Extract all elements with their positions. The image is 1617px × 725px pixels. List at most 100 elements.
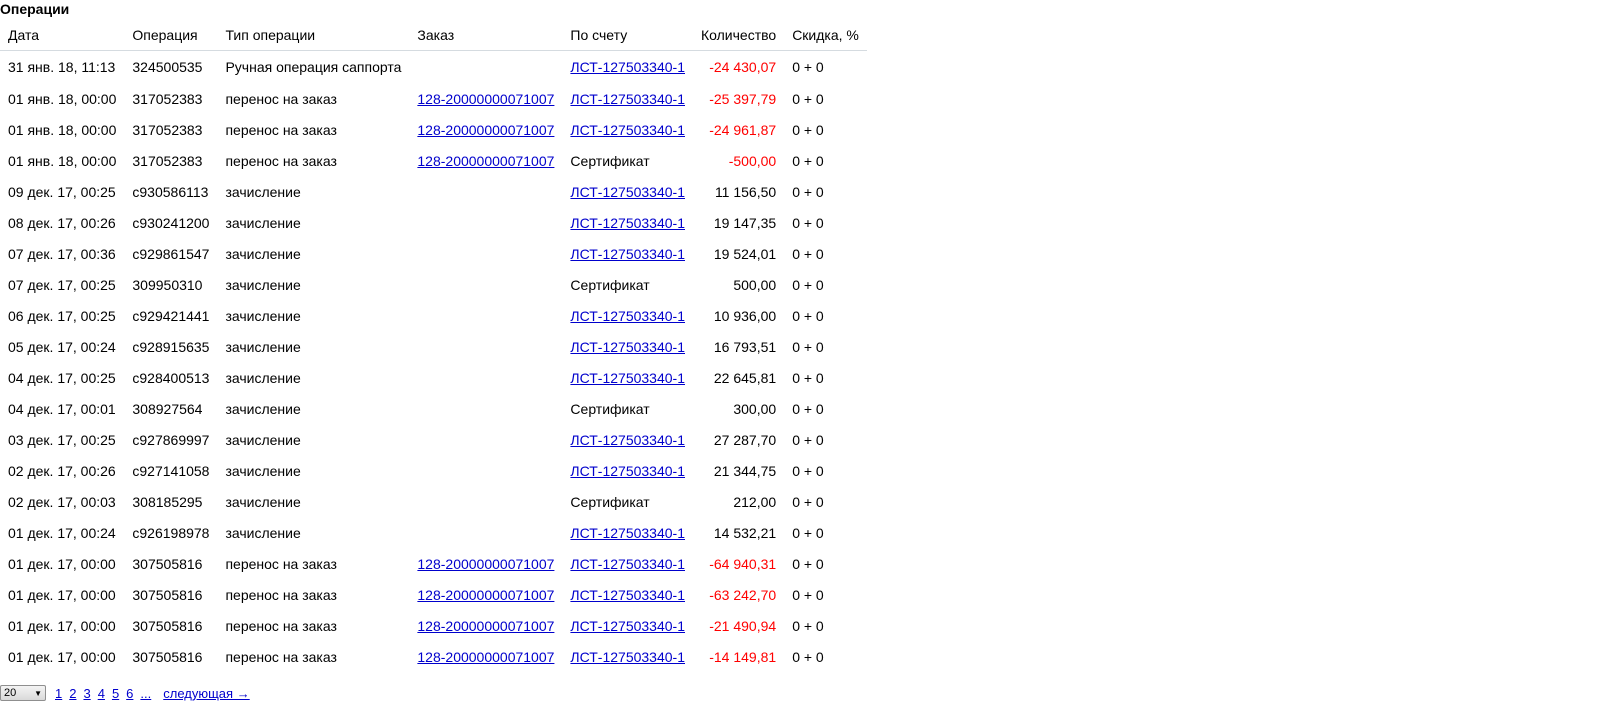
cell-operation: 309950310: [132, 276, 203, 293]
page-link[interactable]: 2: [69, 685, 77, 701]
cell-operation: 308185295: [132, 493, 203, 510]
cell-discount: 0 + 0: [792, 555, 824, 572]
account-link[interactable]: ЛСТ-127503340-1: [570, 90, 685, 107]
cell-type: зачисление: [225, 183, 301, 200]
cell-account: ЛСТ-127503340-1: [562, 517, 693, 548]
account-link[interactable]: ЛСТ-127503340-1: [570, 338, 685, 355]
page-link[interactable]: 1: [55, 685, 63, 701]
column-header-discount: Скидка, %: [784, 20, 867, 51]
cell-discount: 0 + 0: [792, 524, 824, 541]
order-link[interactable]: 128-20000000071007: [417, 648, 555, 665]
cell-discount: 0 + 0: [792, 59, 824, 75]
column-header-account: По счету: [562, 20, 693, 51]
cell-type: зачисление: [225, 524, 301, 541]
cell-discount: 0 + 0: [792, 276, 824, 293]
page-link[interactable]: 4: [97, 685, 105, 701]
cell-quantity: 22 645,81: [713, 369, 777, 386]
account-link[interactable]: ЛСТ-127503340-1: [570, 586, 685, 603]
cell-quantity: -24 961,87: [709, 121, 777, 138]
page-link[interactable]: 6: [126, 685, 134, 701]
cell-date: 02 дек. 17, 00:26: [8, 462, 116, 479]
order-link[interactable]: 128-20000000071007: [417, 586, 555, 603]
account-link[interactable]: ЛСТ-127503340-1: [570, 183, 685, 200]
order-link[interactable]: 128-20000000071007: [417, 555, 555, 572]
account-link[interactable]: ЛСТ-127503340-1: [570, 617, 685, 634]
cell-account: ЛСТ-127503340-1: [562, 641, 693, 672]
operations-table: Дата Операция Тип операции Заказ По счет…: [0, 20, 867, 672]
page-link[interactable]: ...: [140, 685, 152, 701]
account-link[interactable]: ЛСТ-127503340-1: [570, 59, 685, 75]
cell-discount: 0 + 0: [792, 431, 824, 448]
cell-order: [409, 51, 562, 84]
cell-discount: 0 + 0: [792, 648, 824, 665]
cell-quantity: 14 532,21: [713, 524, 777, 541]
pagination: 20 ▼ 1 2 3 4 5 6... следующая →: [0, 684, 254, 702]
account-link[interactable]: ЛСТ-127503340-1: [570, 431, 685, 448]
cell-quantity: 21 344,75: [713, 462, 777, 479]
cell-operation: 317052383: [132, 90, 203, 107]
cell-date: 31 янв. 18, 11:13: [8, 59, 116, 75]
page-link[interactable]: 3: [83, 685, 91, 701]
cell-account: ЛСТ-127503340-1: [562, 424, 693, 455]
cell-operation: c927869997: [132, 431, 210, 448]
order-link[interactable]: 128-20000000071007: [417, 90, 555, 107]
cell-date: 03 дек. 17, 00:25: [8, 431, 116, 448]
account-link[interactable]: ЛСТ-127503340-1: [570, 214, 685, 231]
cell-quantity: 212,00: [733, 493, 777, 510]
account-link[interactable]: ЛСТ-127503340-1: [570, 524, 685, 541]
table-row: 01 дек. 17, 00:00 307505816 перенос на зак…: [0, 579, 867, 610]
cell-account: ЛСТ-127503340-1: [562, 610, 693, 641]
cell-type: зачисление: [225, 400, 301, 417]
account-link[interactable]: ЛСТ-127503340-1: [570, 555, 685, 572]
cell-type: перенос на заказ: [225, 586, 337, 603]
column-header-quantity: Количество: [693, 20, 785, 51]
cell-date: 01 дек. 17, 00:00: [8, 617, 116, 634]
table-row: 09 дек. 17, 00:25 c930586113 зачисление ЛСТ…: [0, 176, 867, 207]
cell-quantity: -24 430,07: [709, 59, 777, 75]
cell-discount: 0 + 0: [792, 183, 824, 200]
cell-account: ЛСТ-127503340-1: [562, 362, 693, 393]
account-link[interactable]: ЛСТ-127503340-1: [570, 648, 685, 665]
column-header-order: Заказ: [409, 20, 563, 51]
cell-order: [409, 362, 562, 393]
table-row: 08 дек. 17, 00:26 c930241200 зачисление ЛСТ…: [0, 207, 867, 238]
table-row: 01 дек. 17, 00:00 307505816 перенос на зак…: [0, 610, 867, 641]
cell-quantity: -21 490,94: [709, 617, 777, 634]
cell-discount: 0 + 0: [792, 214, 824, 231]
cell-type: зачисление: [225, 462, 301, 479]
cell-date: 02 дек. 17, 00:03: [8, 493, 116, 510]
cell-operation: 307505816: [132, 555, 203, 572]
cell-operation: 308927564: [132, 400, 203, 417]
per-page-select[interactable]: 20 ▼: [0, 685, 46, 701]
cell-account: ЛСТ-127503340-1: [562, 83, 693, 114]
per-page-value: 20: [4, 687, 17, 699]
account-link[interactable]: ЛСТ-127503340-1: [570, 121, 685, 138]
next-page-link[interactable]: следующая →: [163, 685, 250, 701]
cell-date: 04 дек. 17, 00:01: [8, 400, 116, 417]
cell-account: ЛСТ-127503340-1: [562, 176, 693, 207]
cell-date: 08 дек. 17, 00:26: [8, 214, 116, 231]
table-row: 01 янв. 18, 00:00 317052383 перенос на зак…: [0, 114, 867, 145]
cell-order: [409, 176, 562, 207]
cell-type: зачисление: [225, 338, 301, 355]
table-row: 01 янв. 18, 00:00 317052383 перенос на зак…: [0, 145, 867, 176]
order-link[interactable]: 128-20000000071007: [417, 121, 555, 138]
page-link[interactable]: 5: [111, 685, 120, 701]
account-link[interactable]: ЛСТ-127503340-1: [570, 462, 685, 479]
account-link[interactable]: ЛСТ-127503340-1: [570, 369, 685, 386]
cell-account: Сертификат: [570, 152, 650, 169]
cell-operation: c926198978: [132, 524, 210, 541]
page-links: 1 2 3 4 5 6...: [52, 686, 155, 701]
cell-type: зачисление: [225, 307, 301, 324]
account-link[interactable]: ЛСТ-127503340-1: [570, 307, 685, 324]
order-link[interactable]: 128-20000000071007: [417, 617, 555, 634]
cell-operation: c928400513: [132, 369, 210, 386]
cell-date: 01 дек. 17, 00:00: [8, 586, 116, 603]
cell-discount: 0 + 0: [792, 586, 824, 603]
cell-date: 01 янв. 18, 00:00: [8, 152, 117, 169]
account-link[interactable]: ЛСТ-127503340-1: [570, 245, 685, 262]
cell-account: Сертификат: [570, 400, 650, 417]
cell-type: зачисление: [225, 245, 301, 262]
order-link[interactable]: 128-20000000071007: [417, 152, 555, 169]
dropdown-arrow-icon: ▼: [34, 688, 42, 698]
